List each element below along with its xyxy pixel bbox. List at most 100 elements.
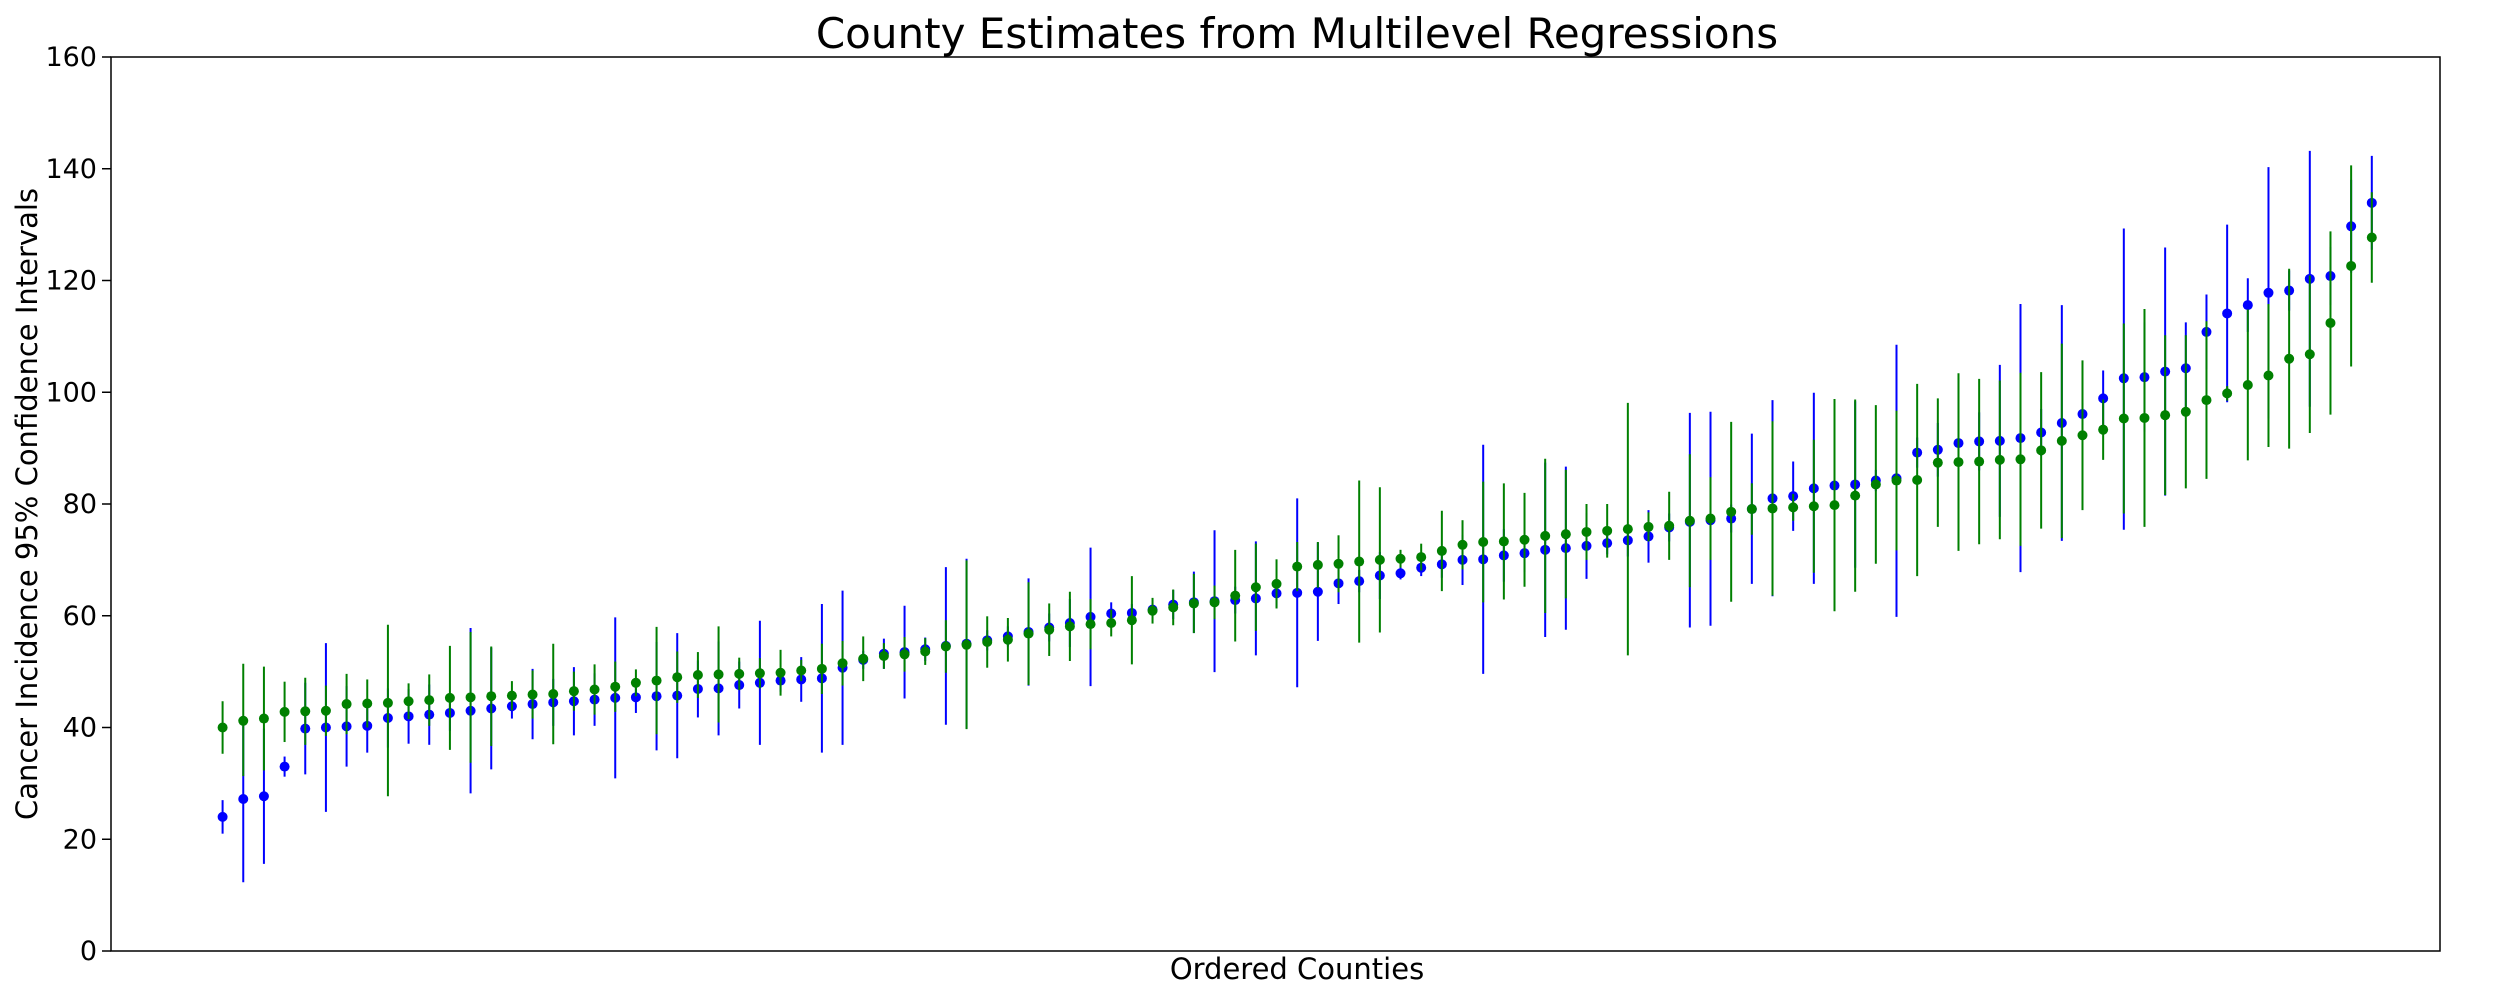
data-point: [1457, 539, 1468, 550]
data-point: [1912, 474, 1923, 485]
series-green: [217, 165, 2377, 797]
data-point: [1002, 634, 1013, 645]
data-point: [1333, 558, 1344, 569]
data-point: [1106, 618, 1117, 629]
data-point: [1271, 578, 1282, 589]
y-tick-label: 120: [45, 266, 97, 297]
chart-title: County Estimates from Multilevel Regress…: [816, 9, 1778, 58]
data-point: [1705, 513, 1716, 524]
data-point: [506, 690, 517, 701]
data-point: [1395, 553, 1406, 564]
data-point: [2242, 300, 2253, 311]
data-point: [238, 715, 249, 726]
data-point: [1994, 454, 2005, 465]
data-point: [920, 646, 931, 657]
data-point: [1684, 515, 1695, 526]
data-point: [610, 681, 621, 692]
data-point: [1746, 504, 1757, 515]
data-point: [1498, 536, 1509, 547]
data-point: [2304, 349, 2315, 360]
data-point: [2222, 388, 2233, 399]
data-point: [1126, 615, 1137, 626]
data-point: [1622, 524, 1633, 535]
data-point: [217, 811, 228, 822]
y-tick-label: 100: [45, 377, 97, 408]
data-point: [486, 691, 497, 702]
data-point: [2098, 424, 2109, 435]
data-point: [568, 686, 579, 697]
y-tick-label: 80: [63, 489, 97, 520]
data-point: [2201, 395, 2212, 406]
data-point: [672, 672, 683, 683]
data-point: [258, 791, 269, 802]
data-point: [2180, 406, 2191, 417]
data-point: [1188, 598, 1199, 609]
data-point: [527, 689, 538, 700]
data-point: [1870, 479, 1881, 490]
data-point: [1374, 554, 1385, 565]
data-point: [961, 639, 972, 650]
data-point: [320, 705, 331, 716]
data-point: [1602, 525, 1613, 536]
y-tick-label: 0: [80, 936, 97, 967]
data-point: [1044, 624, 1055, 635]
data-point: [2160, 410, 2171, 421]
data-point: [1168, 602, 1179, 613]
data-point: [1209, 597, 1220, 608]
data-point: [1064, 621, 1075, 632]
y-axis-label: Cancer Incidence 95% Confidence Interval…: [10, 188, 44, 820]
y-tick-label: 140: [45, 154, 97, 185]
data-point: [424, 695, 435, 706]
data-point: [1519, 534, 1530, 545]
data-point: [2036, 445, 2047, 456]
data-point: [238, 794, 249, 805]
data-point: [2139, 412, 2150, 423]
data-point: [940, 641, 951, 652]
data-point: [1147, 605, 1158, 616]
y-tick-label: 160: [45, 42, 97, 73]
data-point: [2118, 413, 2129, 424]
data-point: [279, 706, 290, 717]
data-point: [1891, 475, 1902, 486]
data-point: [1788, 502, 1799, 513]
data-point: [1932, 457, 1943, 468]
data-point: [1974, 456, 1985, 467]
data-point: [2015, 454, 2026, 465]
data-point: [589, 684, 600, 695]
plot-area: [217, 150, 2377, 883]
data-point: [1354, 556, 1365, 567]
x-axis-label: Ordered Counties: [1170, 952, 1424, 986]
data-point: [1953, 457, 1964, 468]
data-point: [362, 698, 373, 709]
data-point: [630, 692, 641, 703]
data-point: [982, 637, 993, 648]
data-point: [796, 665, 807, 676]
y-tick-label: 40: [63, 713, 97, 744]
data-point: [2346, 260, 2357, 271]
data-point: [1643, 521, 1654, 532]
data-point: [1395, 568, 1406, 579]
data-point: [651, 675, 662, 686]
data-point: [2222, 308, 2233, 319]
data-point: [1292, 561, 1303, 572]
data-point: [1250, 582, 1261, 593]
data-point: [1478, 536, 1489, 547]
y-tick-label: 60: [63, 601, 97, 632]
data-point: [775, 667, 786, 678]
data-point: [1416, 552, 1427, 563]
data-point: [2366, 232, 2377, 243]
data-point: [878, 650, 889, 661]
data-point: [692, 669, 703, 680]
data-point: [899, 649, 910, 660]
data-point: [403, 696, 414, 707]
data-point: [258, 713, 269, 724]
data-point: [548, 688, 559, 699]
data-point: [1085, 619, 1096, 630]
data-point: [217, 722, 228, 733]
data-point: [279, 761, 290, 772]
data-point: [837, 658, 848, 669]
data-point: [1436, 545, 1447, 556]
data-point: [1664, 520, 1675, 531]
